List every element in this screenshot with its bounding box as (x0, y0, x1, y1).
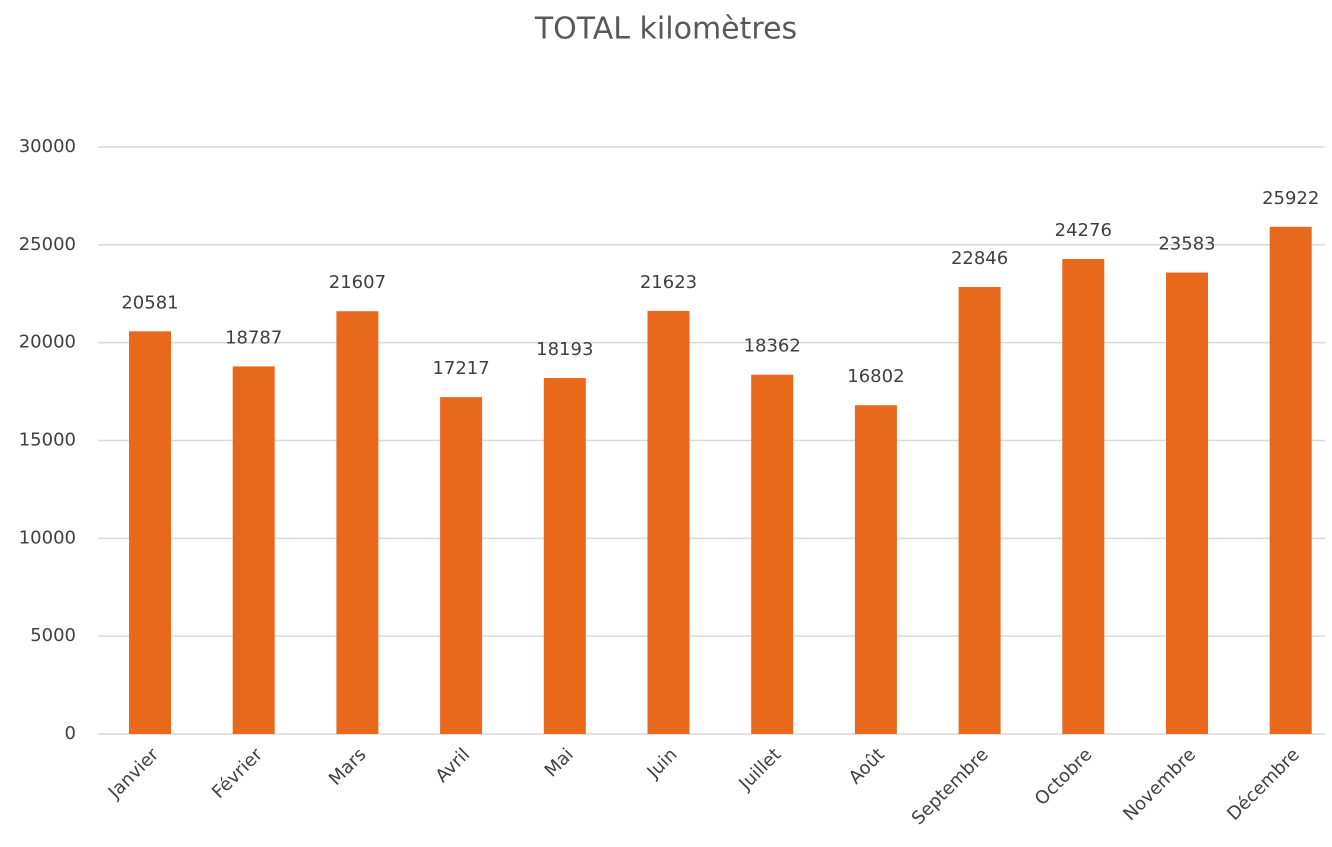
y-tick-label: 0 (65, 723, 76, 744)
x-tick-label: Avril (432, 744, 475, 787)
x-tick-label: Décembre (1223, 744, 1304, 825)
data-label: 23583 (1158, 234, 1215, 255)
bar (336, 311, 379, 734)
data-label: 18787 (225, 327, 282, 348)
bar (1269, 226, 1312, 735)
bar (751, 374, 794, 734)
bar (958, 286, 1001, 734)
data-label: 24276 (1055, 220, 1112, 241)
y-tick-label: 10000 (19, 527, 76, 548)
data-label: 18193 (536, 339, 593, 360)
x-tick-label: Janvier (104, 744, 164, 804)
x-tick-label: Juillet (734, 744, 785, 795)
x-tick-label: Mai (541, 744, 578, 781)
bar (129, 331, 171, 734)
bar (232, 366, 275, 734)
chart-title: TOTAL kilomètres (534, 12, 797, 47)
data-label: 25922 (1262, 188, 1319, 209)
data-label: 20581 (121, 292, 178, 313)
data-label: 21607 (329, 272, 386, 293)
x-tick-label: Novembre (1119, 744, 1200, 825)
x-tick-label: Septembre (908, 744, 993, 829)
bar (1166, 272, 1208, 734)
bar (647, 310, 690, 734)
y-tick-label: 15000 (19, 430, 76, 451)
x-tick-label: Octobre (1031, 744, 1097, 810)
data-label: 22846 (951, 248, 1008, 269)
data-label: 16802 (847, 366, 904, 387)
x-tick-label: Février (208, 744, 267, 803)
data-label: 21623 (640, 272, 697, 293)
y-tick-label: 25000 (19, 234, 76, 255)
data-label: 17217 (432, 358, 489, 379)
bar (1062, 258, 1105, 734)
bar (543, 378, 586, 734)
y-tick-label: 20000 (19, 332, 76, 353)
bar (854, 405, 897, 734)
y-tick-label: 5000 (30, 625, 76, 646)
x-tick-label: Mars (325, 744, 370, 789)
x-tick-label: Juin (643, 744, 682, 783)
x-tick-label: Août (845, 744, 889, 788)
data-label: 18362 (744, 336, 801, 357)
y-tick-label: 30000 (19, 136, 76, 157)
bar (440, 397, 483, 734)
